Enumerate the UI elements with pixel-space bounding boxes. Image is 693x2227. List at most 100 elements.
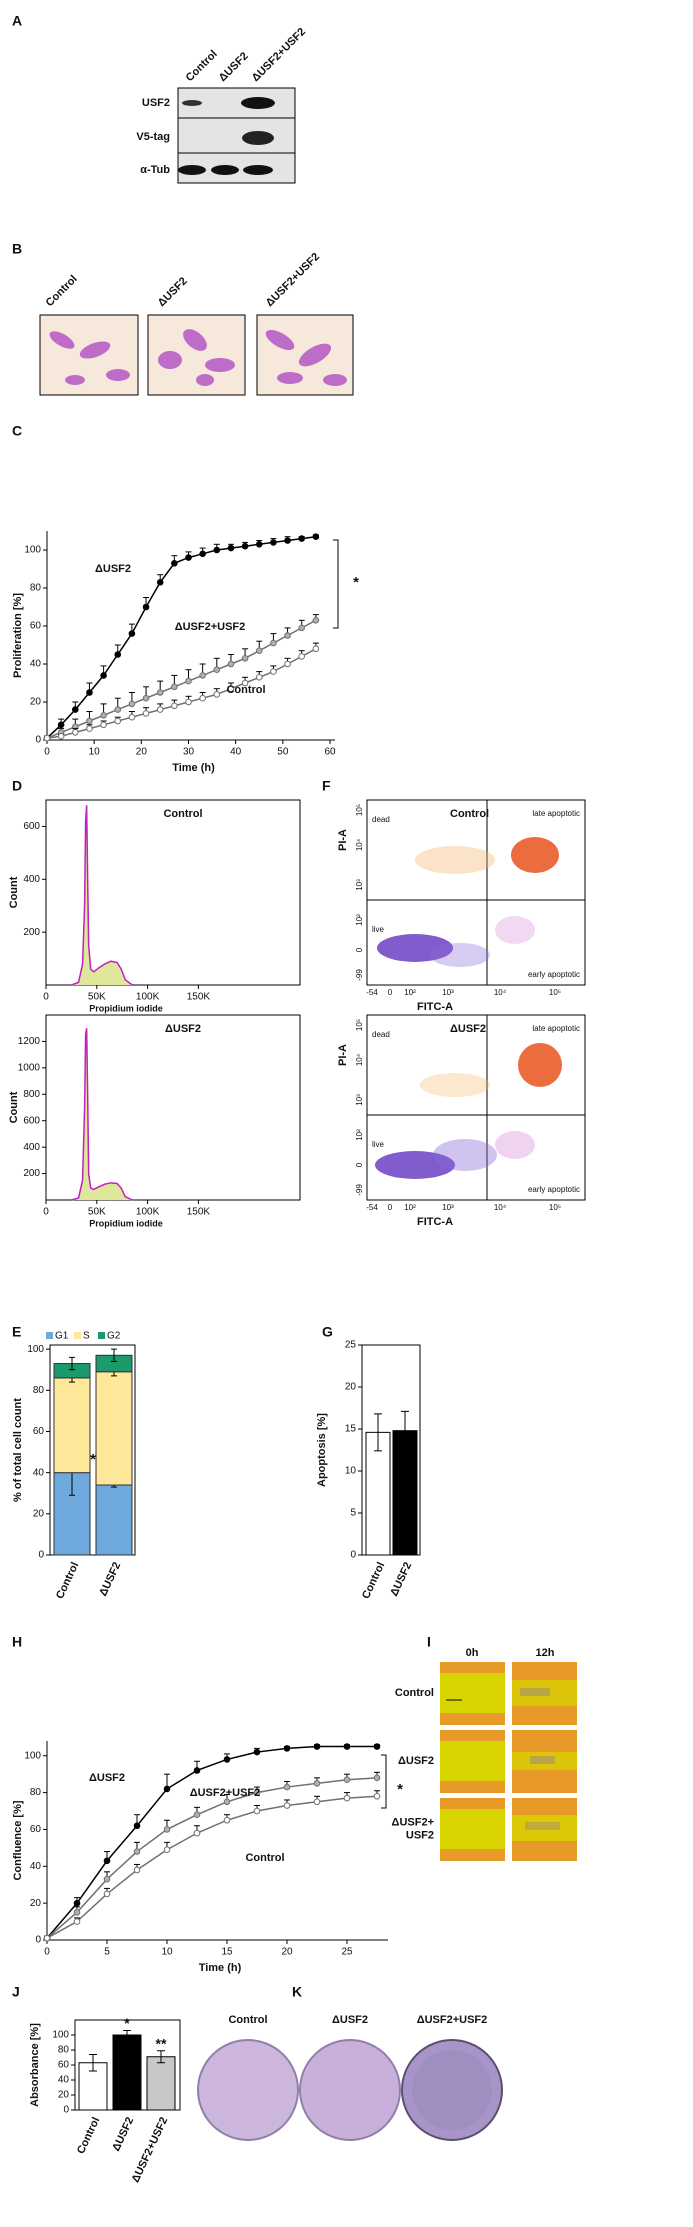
marker (270, 668, 277, 675)
x-tick-label: Control (75, 2115, 102, 2156)
y-tick-label: 40 (33, 1467, 45, 1478)
y-tick-label: 0 (355, 947, 364, 952)
y-tick-label: 20 (345, 1382, 357, 1393)
marker (213, 546, 221, 554)
marker (72, 706, 79, 713)
series-line (46, 1795, 378, 1939)
marker (57, 732, 65, 740)
marker (298, 624, 306, 632)
marker (171, 560, 178, 567)
y-tick-label: 20 (30, 1898, 42, 1909)
x-axis-label: FITC-A (417, 1216, 453, 1228)
y-tick-label: 0 (35, 735, 41, 746)
x-tick-label: Control (360, 1560, 387, 1601)
y-tick-label: 0 (35, 1935, 41, 1946)
series-line (46, 535, 316, 739)
marker (343, 1743, 351, 1750)
y-tick-label: 0 (350, 1550, 356, 1561)
marker (103, 1875, 111, 1883)
marker (227, 685, 235, 693)
marker (193, 1811, 201, 1819)
marker (223, 1816, 231, 1824)
x-tick-label: 10² (404, 1203, 416, 1212)
chart-title: Control (163, 808, 202, 820)
marker (171, 683, 178, 691)
significance: * (90, 1451, 96, 1468)
x-tick-label: 10⁴ (494, 1203, 507, 1212)
x-axis-label: FITC-A (417, 1001, 453, 1013)
marker (163, 1826, 171, 1833)
row-label: ΔUSF2 (398, 1755, 434, 1767)
panel-label: F (322, 778, 331, 794)
x-tick-label: 10⁴ (494, 988, 507, 997)
x-tick-label: 50K (88, 992, 106, 1003)
marker (284, 632, 291, 639)
y-tick-label: 0 (38, 1550, 44, 1561)
chart-title: ΔUSF2 (165, 1023, 201, 1035)
y-tick-label: 40 (30, 1861, 42, 1872)
marker (199, 672, 206, 679)
marker (73, 1909, 81, 1916)
legend-label: G2 (107, 1331, 121, 1342)
panel-label: E (12, 1324, 21, 1340)
marker (193, 1767, 201, 1774)
series-line (46, 1745, 377, 1939)
y-tick-label: 400 (23, 874, 40, 885)
flow-title: ΔUSF2 (450, 1023, 486, 1035)
x-tick-label: 10⁵ (549, 1203, 561, 1212)
series-label: ΔUSF2 (95, 563, 131, 575)
row-label: Control (395, 1687, 434, 1699)
series-label: Control (226, 684, 265, 696)
y-tick-label: 400 (23, 1142, 40, 1153)
marker (199, 694, 206, 702)
y-tick-label: 200 (23, 927, 40, 938)
marker (223, 1756, 231, 1763)
x-tick-label: 10³ (442, 988, 454, 997)
quadrant-label: dead (372, 815, 390, 824)
quadrant-label: late apoptotic (532, 1024, 580, 1033)
lane-label: ΔUSF2 (217, 50, 251, 84)
marker (193, 1829, 201, 1837)
marker (373, 1792, 381, 1800)
y-tick-label: 80 (58, 2045, 70, 2056)
significance-bracket (381, 1754, 387, 1809)
panel-label: A (12, 13, 22, 29)
marker (255, 647, 263, 655)
significance-bracket (333, 539, 339, 629)
x-tick-label: 40 (230, 747, 242, 758)
quadrant-label: dead (372, 1030, 390, 1039)
y-tick-label: -99 (355, 1184, 364, 1196)
y-tick-label: 600 (23, 1115, 40, 1126)
marker (313, 1798, 321, 1806)
series-label: ΔUSF2+USF2 (190, 1787, 261, 1799)
quadrant-label: early apoptotic (528, 1185, 580, 1194)
marker (270, 639, 277, 647)
y-axis-label: Proliferation [%] (12, 593, 24, 678)
y-axis-label: Confluence [%] (12, 1800, 24, 1880)
row-label: USF2 (142, 97, 170, 109)
y-axis-label: PI-A (337, 1044, 349, 1066)
plate-label: Control (228, 2014, 267, 2026)
legend-swatch (74, 1332, 81, 1339)
marker (343, 1794, 351, 1802)
marker (156, 689, 164, 696)
bar (146, 2056, 176, 2111)
x-axis-label: Propidium iodide (89, 1218, 163, 1228)
x-tick-label: 15 (221, 1947, 233, 1958)
x-axis-label: Time (h) (172, 762, 215, 774)
row-label: V5-tag (136, 131, 170, 143)
marker (284, 660, 291, 668)
legend-swatch (46, 1332, 53, 1339)
bar-segment (95, 1484, 133, 1556)
significance: * (397, 1781, 403, 1798)
y-tick-label: 40 (58, 2075, 70, 2086)
y-tick-label: 10² (355, 1129, 364, 1141)
y-tick-label: 80 (33, 1385, 45, 1396)
flow-plot (366, 1014, 586, 1201)
plate-label: ΔUSF2 (332, 2014, 368, 2026)
bar (392, 1430, 418, 1556)
marker (298, 653, 306, 660)
x-tick-label: 50 (277, 747, 289, 758)
marker (284, 537, 291, 544)
x-tick-label: Control (54, 1560, 81, 1601)
